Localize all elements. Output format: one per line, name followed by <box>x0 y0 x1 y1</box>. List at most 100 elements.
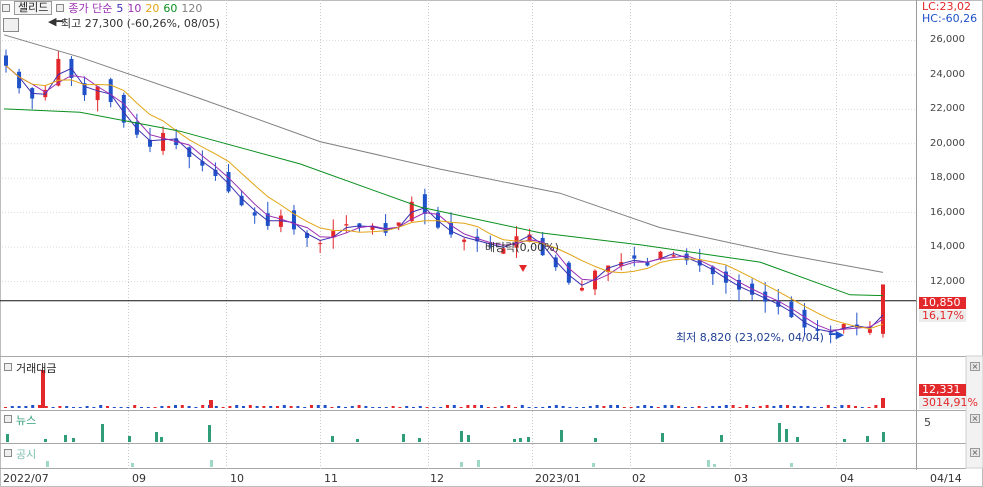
disclosure-close-icon[interactable]: × <box>970 448 980 457</box>
news-bar <box>356 439 359 442</box>
candle-body <box>344 224 349 226</box>
volume-bar <box>854 406 857 408</box>
volume-bar <box>310 405 313 408</box>
volume-bar <box>405 406 409 408</box>
volume-bar <box>480 405 483 408</box>
lc-readout: LC:23,02 <box>922 0 972 13</box>
volume-bar <box>432 407 436 408</box>
x-tick: 09 <box>132 472 146 485</box>
grid-tool-icon[interactable] <box>3 18 19 32</box>
volume-bar <box>738 407 742 408</box>
current-change-tag: 16,17% <box>919 310 966 322</box>
volume-bar <box>840 405 844 408</box>
stock-name-button[interactable]: 셀리드 <box>14 1 53 15</box>
candle-body <box>95 86 100 101</box>
news-bar <box>785 429 788 442</box>
candle-body <box>200 161 205 166</box>
volume-bar <box>398 407 402 408</box>
ma-label: 종가 단순 <box>68 2 113 15</box>
disclosure-bar <box>477 460 480 467</box>
disclosure-bar <box>707 460 710 467</box>
volume-bar <box>371 407 375 408</box>
disclosure-bar <box>460 462 463 467</box>
candle-body <box>881 284 885 328</box>
disclosure-checkbox[interactable] <box>4 449 12 457</box>
volume-bar <box>541 407 545 408</box>
volume-bar <box>609 405 613 408</box>
volume-bar <box>554 405 558 408</box>
news-bar <box>778 423 781 442</box>
candle-body <box>540 237 545 256</box>
ma5-label: 5 <box>116 1 124 15</box>
ma120-line <box>3 34 884 273</box>
ma10-label: 10 <box>127 1 142 15</box>
ma-checkbox[interactable] <box>56 4 65 12</box>
volume-bar <box>561 406 565 408</box>
x-tick: 04/14 <box>930 472 962 485</box>
volume-bar <box>677 406 681 408</box>
candle-body <box>488 245 493 247</box>
volume-bar <box>684 407 687 408</box>
news-bar <box>64 435 67 442</box>
volume-bar <box>697 406 701 408</box>
dividend-note: 배당락(0,00%) <box>485 241 559 254</box>
volume-bar <box>452 405 456 408</box>
news-close-icon[interactable]: × <box>970 414 980 423</box>
high-arrow-icon: ◀━ <box>48 15 64 28</box>
candle-body <box>462 239 467 242</box>
volume-bar <box>228 406 232 408</box>
x-tick: 03 <box>734 472 748 485</box>
volume-bar <box>316 405 320 408</box>
volume-bar <box>153 407 157 408</box>
volume-bar <box>262 406 266 408</box>
legend-checkbox[interactable] <box>2 4 10 12</box>
volume-bar <box>425 407 429 408</box>
volume-bar <box>779 405 783 408</box>
candle-body <box>187 147 192 158</box>
volume-bar <box>663 405 667 408</box>
candle-body <box>867 329 872 333</box>
price-tick: 16,000 <box>930 207 965 218</box>
news-bar <box>101 424 104 442</box>
news-bar <box>160 437 163 442</box>
volume-bar <box>500 406 504 408</box>
volume-bar <box>867 407 871 408</box>
volume-bar <box>174 405 177 408</box>
news-bar <box>882 432 885 442</box>
x-tick: 2023/01 <box>535 472 581 485</box>
volume-bar <box>92 407 96 408</box>
volume-bar <box>745 405 749 408</box>
volume-bar <box>126 407 130 408</box>
ma10-line <box>5 65 884 331</box>
news-axis-tick: 5 <box>924 416 931 429</box>
volume-bar <box>473 405 477 408</box>
news-bar <box>720 435 723 442</box>
x-tick: 11 <box>324 472 338 485</box>
volume-bar <box>235 405 239 408</box>
candle-body <box>789 301 794 318</box>
volume-bar <box>201 405 205 408</box>
candle-body <box>265 213 270 226</box>
price-tick: 26,000 <box>930 34 965 45</box>
volume-bar <box>786 405 789 408</box>
volume-bar <box>10 406 14 408</box>
volume-bar <box>602 406 606 408</box>
volume-bar <box>833 407 837 408</box>
price-tick: 22,000 <box>930 103 965 114</box>
volume-bar <box>44 406 48 408</box>
volume-bar <box>106 406 109 408</box>
disclosure-bar <box>713 464 716 467</box>
volume-checkbox[interactable] <box>4 363 12 371</box>
candle-body <box>553 257 558 268</box>
news-bar <box>418 438 421 442</box>
high-note: 최고 27,300 (-60,26%, 08/05) <box>61 17 220 30</box>
disclosure-bar <box>46 461 49 467</box>
news-checkbox[interactable] <box>4 415 12 423</box>
volume-bar <box>820 407 823 408</box>
volume-bar <box>167 406 171 408</box>
ma20-label: 20 <box>145 1 160 15</box>
volume-bar <box>146 407 150 408</box>
candle-body <box>737 279 742 290</box>
volume-close-icon[interactable]: × <box>970 362 980 371</box>
